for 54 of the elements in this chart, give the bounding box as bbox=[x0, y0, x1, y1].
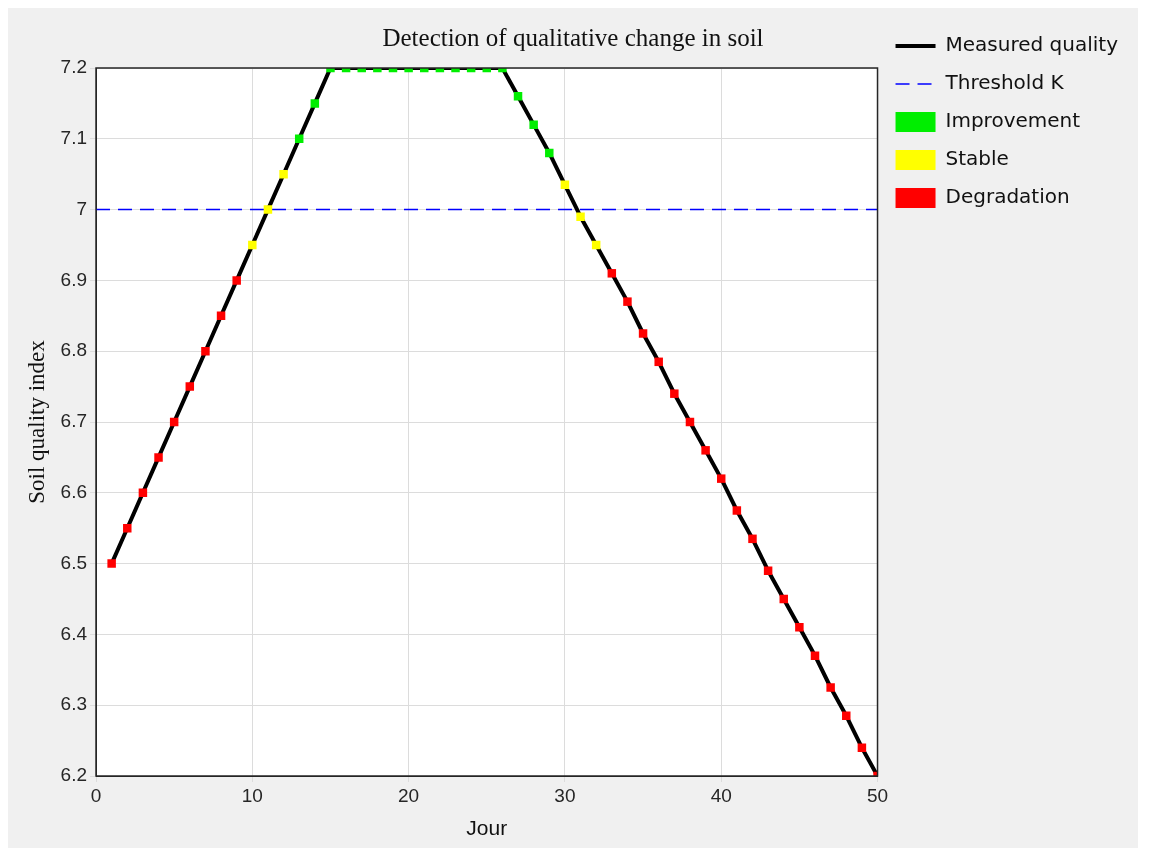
y-tick-label: 6.2 bbox=[60, 764, 88, 786]
y-axis-title: Soil quality index bbox=[23, 339, 49, 504]
x-tick-label: 10 bbox=[241, 784, 263, 806]
x-tick-label: 50 bbox=[866, 784, 889, 806]
point bbox=[529, 120, 538, 129]
y-tick-label: 6.6 bbox=[60, 481, 88, 503]
point bbox=[607, 269, 617, 278]
point bbox=[545, 148, 554, 158]
point bbox=[701, 446, 710, 455]
point bbox=[842, 711, 851, 721]
point bbox=[732, 506, 742, 515]
point bbox=[826, 683, 835, 692]
legend-label: Improvement bbox=[945, 108, 1081, 133]
legend-label: Measured quality bbox=[945, 32, 1119, 57]
point bbox=[513, 92, 523, 101]
point bbox=[638, 329, 648, 338]
point bbox=[748, 534, 757, 544]
point bbox=[857, 743, 867, 752]
x-axis-title: Jour bbox=[466, 816, 508, 840]
point bbox=[795, 623, 804, 632]
y-tick-label: 7 bbox=[76, 197, 88, 219]
point bbox=[154, 453, 163, 462]
y-tick-label: 6.5 bbox=[60, 551, 88, 573]
y-tick-label: 7.1 bbox=[60, 127, 88, 149]
point bbox=[263, 205, 273, 214]
y-tick-label: 6.4 bbox=[60, 622, 88, 644]
chart-title: Detection of qualitative change in soil bbox=[382, 23, 764, 51]
y-tick-label: 6.3 bbox=[60, 693, 88, 715]
point bbox=[248, 240, 257, 250]
point bbox=[310, 99, 320, 108]
point bbox=[623, 297, 632, 306]
point bbox=[232, 276, 241, 285]
point bbox=[716, 474, 726, 483]
point bbox=[185, 382, 195, 391]
point bbox=[279, 169, 288, 179]
legend-label: Stable bbox=[945, 146, 1009, 171]
y-tick-label: 6.8 bbox=[60, 339, 88, 361]
y-tick-label: 6.7 bbox=[60, 410, 88, 432]
point bbox=[763, 566, 773, 575]
point bbox=[576, 212, 585, 221]
point bbox=[670, 389, 679, 398]
x-tick-label: 0 bbox=[90, 784, 102, 806]
point bbox=[201, 346, 210, 356]
point bbox=[810, 651, 820, 660]
x-tick-label: 20 bbox=[398, 784, 420, 806]
legend-label: Degradation bbox=[945, 184, 1070, 209]
y-tick-label: 6.9 bbox=[60, 268, 88, 290]
x-tick-label: 30 bbox=[554, 784, 576, 806]
point bbox=[107, 559, 116, 568]
legend-label: Threshold K bbox=[944, 70, 1065, 95]
y-tick-label: 7.2 bbox=[60, 56, 88, 78]
x-tick-label: 40 bbox=[710, 784, 732, 806]
point bbox=[123, 523, 132, 533]
point bbox=[654, 357, 663, 367]
